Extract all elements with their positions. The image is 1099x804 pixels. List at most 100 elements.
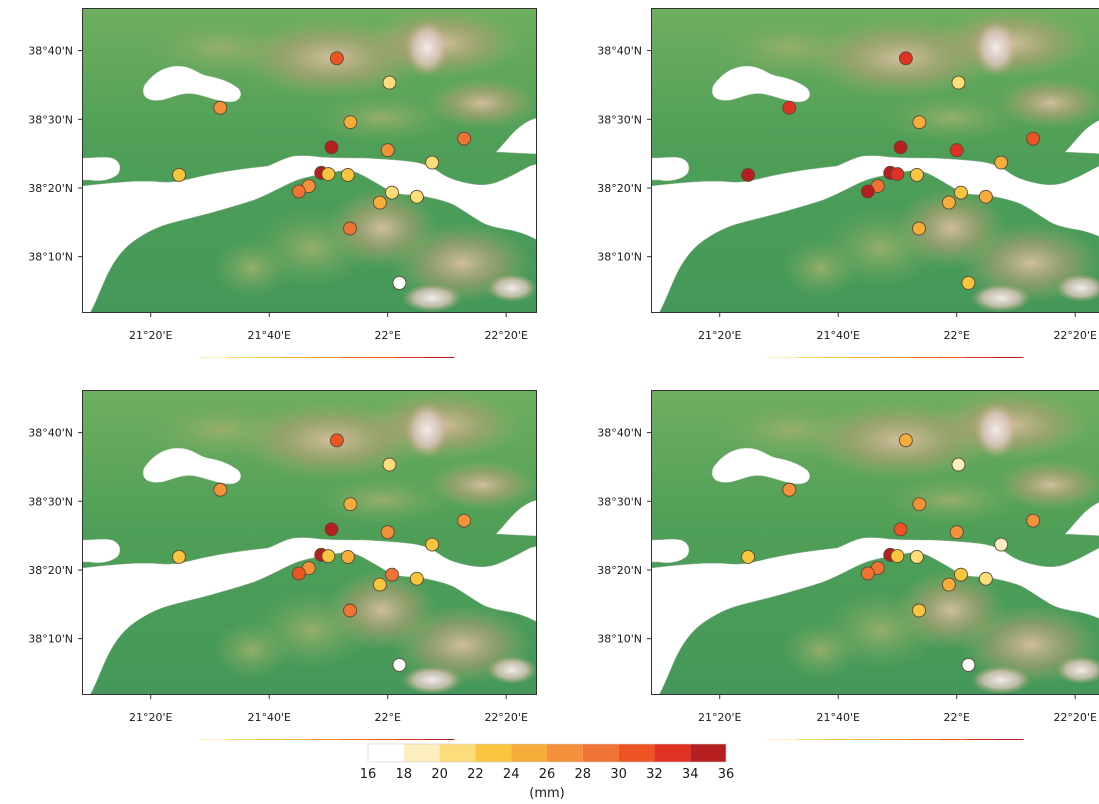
station-marker	[343, 497, 358, 512]
panel-colorbar-strip	[739, 739, 1024, 740]
station-marker	[291, 184, 306, 199]
station-marker	[898, 433, 913, 448]
sea-area	[82, 156, 121, 181]
lon-tick-label: 21°20'E	[698, 329, 742, 342]
colorbar-swatch	[582, 744, 619, 762]
station-marker	[893, 522, 908, 537]
lat-tick-label: 38°20'N	[28, 564, 73, 577]
station-marker	[213, 482, 228, 497]
terrain-relief	[312, 93, 452, 143]
colorbar-swatch	[368, 744, 404, 762]
station-marker	[994, 537, 1009, 552]
lat-tick-label: 38°30'N	[28, 113, 73, 126]
station-marker	[912, 115, 927, 130]
colorbar-tick-label: 30	[610, 767, 627, 782]
station-marker	[860, 566, 875, 581]
terrain-relief	[996, 78, 1099, 128]
station-marker	[912, 497, 927, 512]
station-marker	[457, 513, 472, 528]
colorbar-tick-label: 16	[360, 767, 377, 782]
lat-tick-label: 38°30'N	[597, 113, 642, 126]
terrain-relief	[405, 20, 449, 76]
colorbar-tick-label: 34	[682, 767, 699, 782]
colorbar-tick-label: 24	[503, 767, 520, 782]
station-marker	[409, 189, 424, 204]
lon-tick-label: 22°E	[943, 711, 969, 724]
sea-area	[1064, 120, 1099, 154]
station-marker	[912, 221, 926, 236]
lat-tick-label: 38°10'N	[28, 633, 73, 646]
station-marker	[372, 577, 387, 592]
lon-tick-label: 21°20'E	[129, 711, 173, 724]
lat-tick-label: 38°40'N	[28, 427, 73, 440]
terrain-relief	[996, 460, 1099, 510]
lon-tick-label: 22°20'E	[484, 711, 528, 724]
station-marker	[741, 167, 755, 182]
colorbar-swatch	[475, 744, 512, 762]
terrain-relief	[781, 620, 861, 680]
station-marker	[909, 549, 924, 564]
station-marker	[949, 143, 964, 158]
colorbar-unit-label: (mm)	[529, 786, 564, 801]
colorbar-swatch	[403, 744, 440, 762]
colorbar-swatch	[654, 744, 691, 762]
lat-tick-label: 38°20'N	[597, 564, 642, 577]
lat-tick-label: 38°10'N	[597, 251, 642, 264]
colorbar-tick-label: 22	[467, 767, 484, 782]
station-marker	[978, 571, 993, 586]
lon-tick-label: 22°20'E	[1053, 329, 1097, 342]
map-panel-top-left: 38°40'N 38°30'N 38°20'N 38°10'N 21°20'E 21°40…	[28, 8, 537, 358]
map-panel-top-right: 38°40'N 38°30'N 38°20'N 38°10'N 21°20'E 21°40…	[597, 8, 1099, 358]
station-marker	[1026, 131, 1041, 146]
lon-tick-label: 22°20'E	[484, 329, 528, 342]
station-marker	[949, 525, 964, 540]
colorbar: 16 18 20 22 24 26 28 30 32 34 36 (mm)	[360, 743, 734, 801]
station-marker	[409, 571, 424, 586]
sea-area	[651, 156, 690, 181]
station-marker	[890, 549, 905, 564]
terrain-relief	[212, 620, 292, 680]
station-marker	[343, 221, 357, 236]
map-frame	[82, 8, 537, 313]
station-marker	[954, 185, 968, 200]
terrain-relief	[402, 666, 462, 694]
lon-tick-label: 21°40'E	[247, 711, 291, 724]
lat-tick-label: 38°20'N	[597, 182, 642, 195]
station-marker	[385, 567, 399, 582]
station-marker	[329, 51, 344, 66]
station-marker	[340, 549, 355, 564]
station-marker	[321, 549, 336, 564]
station-marker	[860, 184, 875, 199]
station-marker	[898, 51, 913, 66]
station-marker	[425, 537, 440, 552]
station-marker	[382, 75, 397, 90]
lake	[711, 65, 810, 103]
terrain-relief	[427, 460, 537, 510]
lat-tick-label: 38°10'N	[28, 251, 73, 264]
station-marker	[213, 100, 228, 115]
terrain-relief	[212, 238, 292, 298]
panel-colorbar-strip	[170, 357, 455, 358]
station-marker	[321, 167, 336, 182]
colorbar-swatch	[439, 744, 476, 762]
station-marker	[1026, 513, 1041, 528]
station-marker	[291, 566, 306, 581]
lon-tick-label: 21°40'E	[247, 329, 291, 342]
colorbar-tick-label: 26	[539, 767, 556, 782]
lon-tick-label: 22°20'E	[1053, 711, 1097, 724]
colorbar-swatch	[618, 744, 655, 762]
station-marker	[951, 457, 966, 472]
terrain-relief	[881, 475, 1021, 525]
station-marker	[961, 275, 976, 290]
lon-tick-label: 21°20'E	[129, 329, 173, 342]
lon-tick-label: 21°40'E	[816, 711, 860, 724]
terrain-relief	[1056, 274, 1099, 302]
colorbar-outline	[367, 743, 727, 763]
station-marker	[324, 522, 339, 537]
station-marker	[343, 115, 358, 130]
terrain-relief	[781, 238, 861, 298]
lat-tick-label: 38°30'N	[28, 495, 73, 508]
lake	[142, 447, 241, 485]
station-marker	[978, 189, 993, 204]
terrain-relief	[974, 20, 1018, 76]
